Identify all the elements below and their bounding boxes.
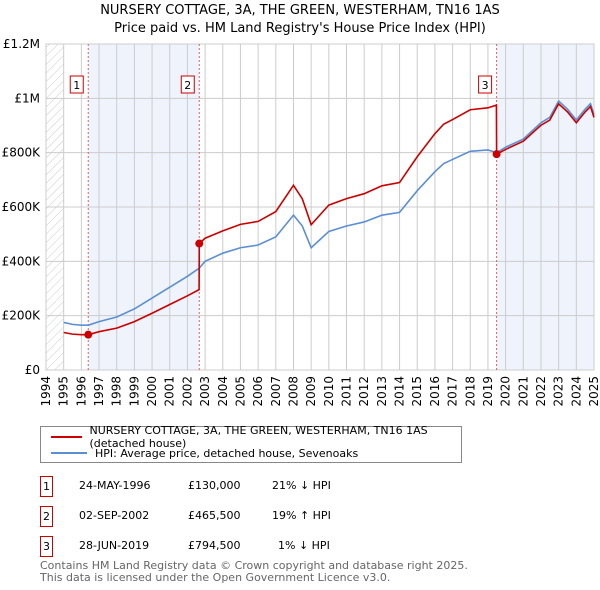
sale-row: 3 28-JUN-2019 £794,500 1% ↓ HPI (40, 536, 460, 557)
y-tick-label: £400K (2, 254, 42, 268)
y-tick-label: £1M (14, 91, 40, 105)
sale-hpi: 21% ↓ HPI (272, 479, 331, 492)
y-tick-label: £200K (2, 309, 42, 323)
x-tick-label: 1995 (57, 376, 71, 407)
sale-price: £465,500 (188, 509, 241, 522)
y-tick-label: £800K (2, 146, 42, 160)
x-tick-label: 2018 (463, 376, 477, 407)
x-tick-label: 2007 (269, 376, 283, 407)
sale-hpi: 1% ↓ HPI (278, 539, 330, 552)
title-line: NURSERY COTTAGE, 3A, THE GREEN, WESTERHA… (100, 3, 500, 18)
sale-price: £130,000 (188, 479, 241, 492)
x-tick-label: 2004 (216, 376, 230, 407)
legend: NURSERY COTTAGE, 3A, THE GREEN, WESTERHA… (40, 424, 462, 463)
x-tick-label: 2020 (499, 376, 513, 407)
x-tick-label: 2012 (357, 376, 371, 407)
attribution-line: This data is licensed under the Open Gov… (40, 571, 391, 584)
x-tick-label: 2025 (587, 376, 600, 407)
sale-label: 3 (482, 79, 489, 92)
x-tick-label: 2017 (446, 376, 460, 407)
y-tick-label: £1.2M (3, 37, 40, 51)
legend-label: NURSERY COTTAGE, 3A, THE GREEN, WESTERHA… (89, 424, 428, 450)
subtitle-line: Price paid vs. HM Land Registry's House … (114, 21, 486, 36)
sale-point (195, 239, 204, 248)
x-tick-label: 1997 (92, 376, 106, 407)
x-tick-label: 2023 (552, 376, 566, 407)
attribution: Contains HM Land Registry data © Crown c… (40, 560, 468, 584)
legend-item-hpi: HPI: Average price, detached house, Seve… (51, 445, 358, 461)
sale-date: 02-SEP-2002 (79, 509, 150, 522)
x-tick-label: 2013 (375, 376, 389, 407)
x-tick-label: 2008 (286, 376, 300, 407)
sale-hpi: 19% ↑ HPI (272, 509, 331, 522)
x-tick-label: 2001 (163, 376, 177, 407)
x-tick-label: 2015 (410, 376, 424, 407)
sale-marker-badge: 1 (40, 476, 53, 497)
x-tick-label: 2024 (569, 376, 583, 407)
x-tick-label: 2022 (534, 376, 548, 407)
sale-row: 1 24-MAY-1996 £130,000 21% ↓ HPI (40, 476, 460, 497)
chart-title: NURSERY COTTAGE, 3A, THE GREEN, WESTERHA… (0, 2, 600, 38)
y-tick-label: £600K (2, 200, 42, 214)
sale-label-box (69, 75, 84, 94)
y-tick-label: £0 (25, 363, 40, 377)
x-tick-label: 2002 (180, 376, 194, 407)
sale-point (84, 330, 93, 339)
sale-price: £794,500 (188, 539, 241, 552)
x-tick-label: 2010 (322, 376, 336, 407)
legend-label: HPI: Average price, detached house, Seve… (95, 446, 359, 460)
x-tick-label: 2021 (516, 376, 530, 407)
x-tick-label: 2006 (251, 376, 265, 407)
sale-label-box (180, 75, 195, 94)
sale-date: 28-JUN-2019 (79, 539, 150, 552)
sale-row: 2 02-SEP-2002 £465,500 19% ↑ HPI (40, 506, 460, 527)
sale-marker-badge: 3 (40, 536, 53, 557)
x-tick-label: 1999 (127, 376, 141, 407)
x-tick-label: 1998 (110, 376, 124, 407)
price-chart: 1994 1995 1996 1997 1998 1999 2000 2001 2002 2003… (2, 37, 600, 407)
x-tick-label: 2009 (304, 376, 318, 407)
plot-border (45, 43, 595, 371)
x-tick-label: 1996 (74, 376, 88, 407)
sale-point (492, 150, 501, 159)
x-tick-label: 2000 (145, 376, 159, 407)
x-tick-label: 2016 (428, 376, 442, 407)
x-tick-label: 2014 (393, 376, 407, 407)
attribution-line: Contains HM Land Registry data © Crown c… (40, 559, 468, 572)
sale-marker-badge: 2 (40, 506, 53, 527)
sale-label-box (478, 75, 493, 94)
property-price-line (63, 102, 595, 336)
hpi-line (63, 99, 595, 326)
x-tick-label: 2003 (198, 376, 212, 407)
x-tick-label: 2011 (340, 376, 354, 407)
sale-label: 1 (73, 79, 80, 92)
x-tick-label: 1994 (39, 376, 53, 407)
sale-label: 2 (184, 79, 191, 92)
x-tick-label: 2005 (233, 376, 247, 407)
sale-date: 24-MAY-1996 (79, 479, 151, 492)
x-tick-label: 2019 (481, 376, 495, 407)
legend-item-property: NURSERY COTTAGE, 3A, THE GREEN, WESTERHA… (51, 424, 461, 450)
